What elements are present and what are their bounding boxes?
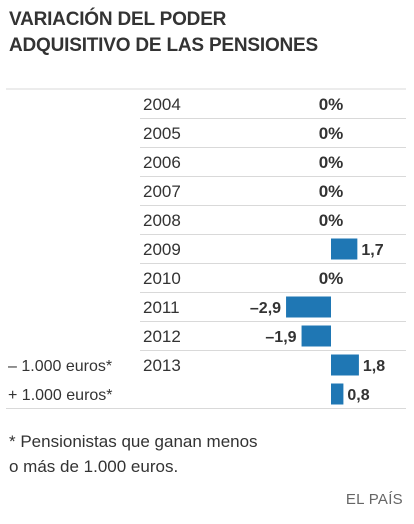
year-label-2007: 2007: [143, 182, 181, 201]
footnote-line-2: o más de 1.000 euros.: [9, 457, 179, 476]
value-label-3: 0%: [319, 182, 344, 201]
year-label-2013: 2013: [143, 356, 181, 375]
value-label-0: 0%: [319, 95, 344, 114]
value-label-1: 0%: [319, 124, 344, 143]
year-label-2006: 2006: [143, 153, 181, 172]
value-label-7: –2,9: [250, 300, 281, 317]
year-label-2010: 2010: [143, 269, 181, 288]
value-label-10: 0,8: [347, 387, 369, 404]
year-label-2009: 2009: [143, 240, 181, 259]
year-label-2004: 2004: [143, 95, 181, 114]
year-label-2012: 2012: [143, 327, 181, 346]
source-credit: EL PAÍS: [345, 491, 403, 508]
footnote-line-1: * Pensionistas que ganan menos: [9, 432, 258, 451]
title-line-1: VARIACIÓN DEL PODER: [9, 9, 227, 30]
group-label-9: – 1.000 euros*: [8, 358, 112, 375]
value-label-9: 1,8: [363, 358, 385, 375]
year-label-2005: 2005: [143, 124, 181, 143]
value-label-2: 0%: [319, 153, 344, 172]
bar-10: [331, 383, 344, 405]
bar-9: [331, 354, 359, 376]
value-label-4: 0%: [319, 211, 344, 230]
title-line-2: ADQUISITIVO DE LAS PENSIONES: [9, 35, 319, 56]
year-label-2008: 2008: [143, 211, 181, 230]
bar-7: [286, 296, 331, 318]
value-label-5: 1,7: [361, 242, 383, 259]
value-label-6: 0%: [319, 269, 344, 288]
footnote: * Pensionistas que ganan menos o más de …: [9, 429, 258, 479]
year-label-2011: 2011: [143, 298, 180, 317]
chart-title: VARIACIÓN DEL PODER ADQUISITIVO DE LAS P…: [9, 7, 409, 59]
bar-8: [301, 325, 331, 347]
value-label-8: –1,9: [265, 329, 296, 346]
bar-5: [331, 238, 358, 260]
group-label-10: + 1.000 euros*: [8, 387, 113, 404]
